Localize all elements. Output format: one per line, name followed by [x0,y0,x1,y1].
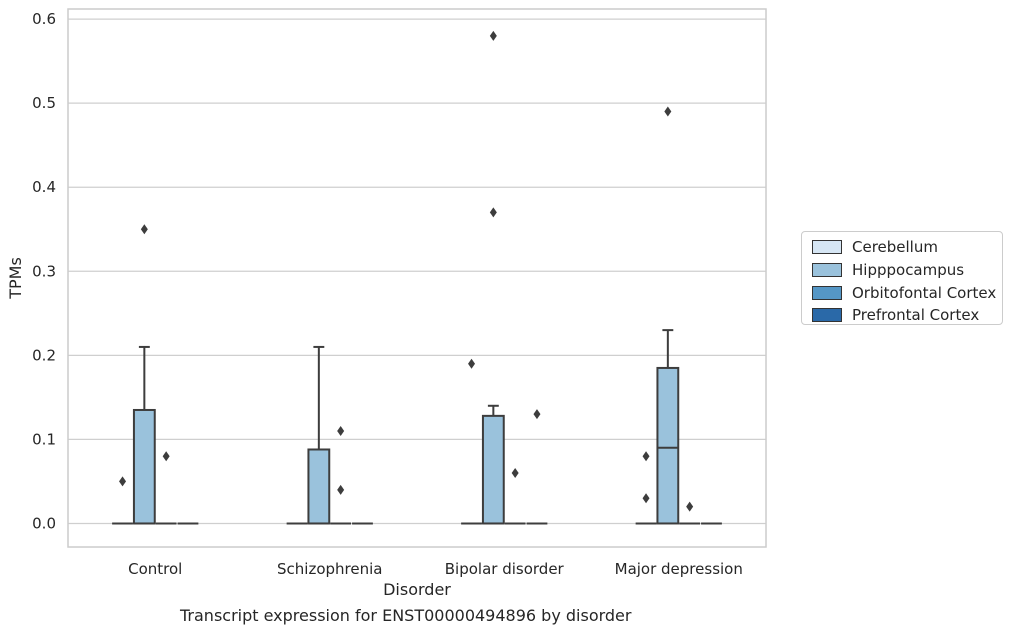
chart-caption: Transcript expression for ENST0000049489… [180,606,632,625]
legend-label-orbitofontal-cortex: Orbitofontal Cortex [852,283,997,302]
outlier-hipppocampus [489,207,497,218]
x-tick-label: Control [128,560,182,578]
y-tick-label: 0.1 [32,430,56,448]
y-tick-label: 0.2 [32,346,56,364]
plot-frame [67,8,767,548]
legend-item-hipppocampus: Hipppocampus [812,259,1002,282]
plot-area [68,9,766,547]
outlier-cerebellum [468,358,476,369]
legend-label-prefrontal-cortex: Prefrontal Cortex [852,306,980,325]
y-tick-label: 0.6 [32,10,56,28]
box-hipppocampus [307,448,331,525]
outlier-cerebellum [642,451,650,462]
y-axis-label: TPMs [6,257,25,300]
x-tick-label: Schizophrenia [277,560,382,578]
box-hipppocampus [656,366,680,525]
y-tick-label: 0.4 [32,178,56,196]
legend-swatch-hipppocampus [812,263,842,278]
outlier-hipppocampus [489,30,497,41]
outlier-orbitofontal-cortex [337,425,345,436]
outlier-orbitofontal-cortex [511,468,519,479]
outlier-orbitofontal-cortex [162,451,170,462]
y-tick-label: 0.3 [32,262,56,280]
box-hipppocampus [132,408,156,525]
y-tick-label: 0.0 [32,514,56,532]
legend-swatch-cerebellum [812,240,842,255]
outlier-cerebellum [119,476,127,487]
legend-label-cerebellum: Cerebellum [852,238,938,257]
y-tick-label: 0.5 [32,94,56,112]
outlier-orbitofontal-cortex [686,501,694,512]
legend-swatch-orbitofontal-cortex [812,285,842,300]
legend-item-prefrontal-cortex: Prefrontal Cortex [812,304,1002,327]
outlier-prefrontal-cortex [533,409,541,420]
legend-item-cerebellum: Cerebellum [812,236,1002,259]
outlier-hipppocampus [140,224,148,235]
x-tick-label: Major depression [615,560,743,578]
legend-item-orbitofontal-cortex: Orbitofontal Cortex [812,281,1002,304]
box-hipppocampus [481,414,505,525]
x-tick-label: Bipolar disorder [445,560,565,578]
outlier-hipppocampus [664,106,672,117]
legend-label-hipppocampus: Hipppocampus [852,261,965,280]
legend-swatch-prefrontal-cortex [812,308,842,323]
outlier-orbitofontal-cortex [337,484,345,495]
legend: Cerebellum Hipppocampus Orbitofontal Cor… [801,231,1003,325]
x-axis-label: Disorder [383,580,451,599]
outlier-cerebellum [642,493,650,504]
